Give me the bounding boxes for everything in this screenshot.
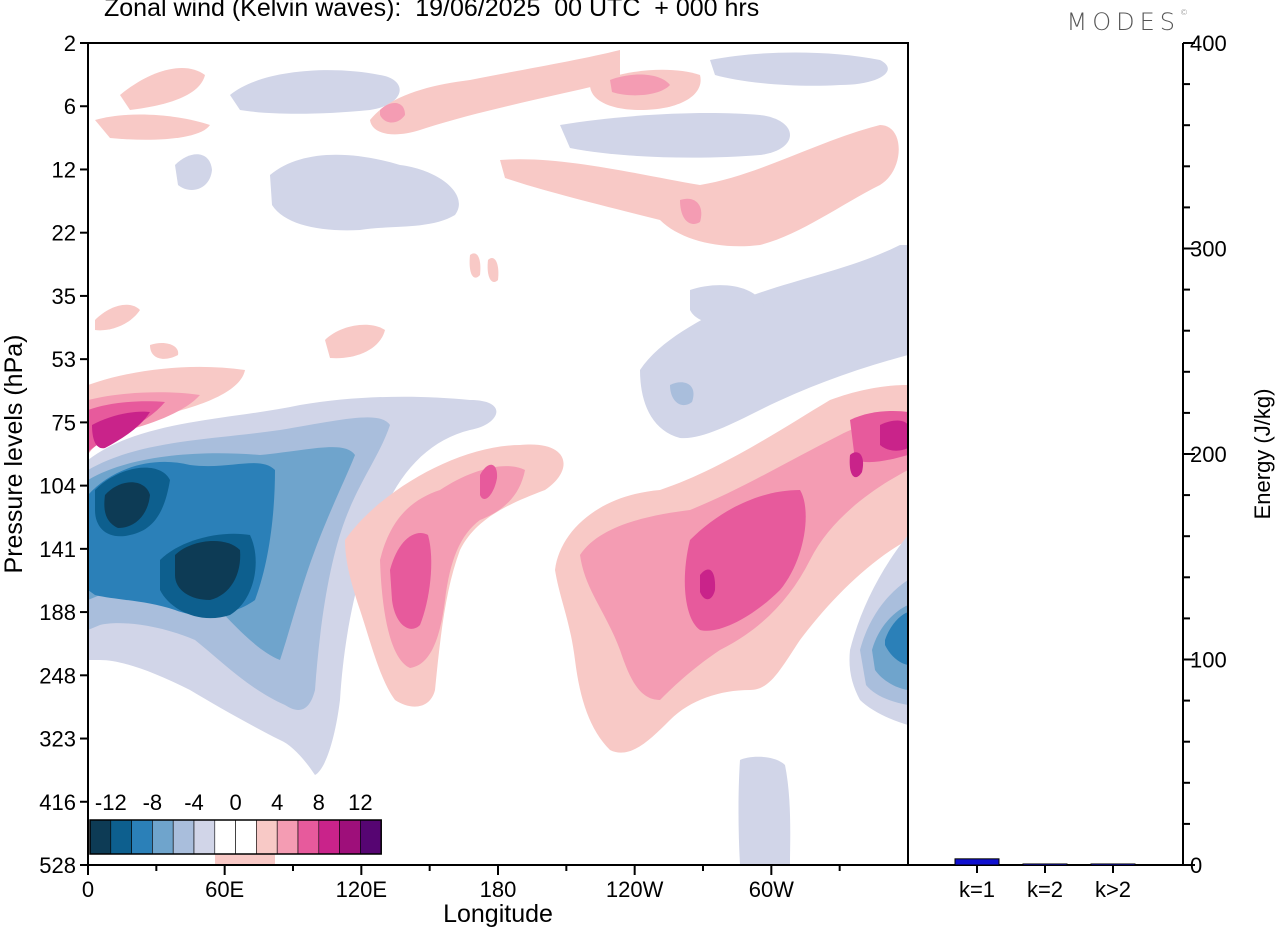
colorbar-label: 12 xyxy=(348,790,372,815)
y-tick-label: 35 xyxy=(52,284,76,309)
colorbar-label: -12 xyxy=(95,790,127,815)
y-tick-label: 323 xyxy=(39,727,76,752)
colorbar-swatch xyxy=(152,819,174,855)
x-axis: 0 60E 120E 180 120W 60W xyxy=(82,865,841,902)
colorbar-label: -4 xyxy=(184,790,204,815)
y-tick-label: 528 xyxy=(39,853,76,878)
y-tick-label: 75 xyxy=(52,410,76,435)
colorbar-swatch xyxy=(256,819,278,855)
colorbar-swatch xyxy=(297,819,320,855)
wind-contour-field xyxy=(88,43,908,865)
x-tick-label: 60E xyxy=(205,877,244,902)
colorbar-label: 4 xyxy=(271,790,283,815)
x-tick-label: 60W xyxy=(749,877,794,902)
energy-category-label: k>2 xyxy=(1095,877,1131,902)
colorbar-swatch xyxy=(89,819,112,855)
colorbar-swatch xyxy=(193,819,216,855)
energy-tick-label: 100 xyxy=(1190,648,1227,673)
y-tick-label: 104 xyxy=(39,474,76,499)
chart-title: Zonal wind (Kelvin waves): 19/06/2025 00… xyxy=(104,0,760,22)
y-tick-label: 141 xyxy=(39,537,76,562)
y-axis-label: Pressure levels (hPa) xyxy=(0,335,28,574)
y-tick-label: 416 xyxy=(39,790,76,815)
colorbar: -12 -8 -4 0 4 8 12 xyxy=(89,790,382,855)
energy-tick-label: 400 xyxy=(1190,31,1227,56)
energy-bars: k=1 k=2 k>2 xyxy=(954,858,1136,902)
colorbar-swatch xyxy=(172,819,195,855)
energy-tick-label: 0 xyxy=(1190,853,1202,878)
colorbar-swatch xyxy=(360,819,382,855)
energy-tick-label: 200 xyxy=(1190,442,1227,467)
y-tick-label: 53 xyxy=(52,347,76,372)
y-tick-label: 248 xyxy=(39,663,76,688)
colorbar-swatch xyxy=(131,819,153,855)
x-tick-label: 0 xyxy=(82,877,94,902)
colorbar-swatch xyxy=(318,819,340,855)
x-axis-label: Longitude xyxy=(443,900,553,928)
colorbar-swatch xyxy=(235,819,257,855)
colorbar-label: 8 xyxy=(313,790,325,815)
x-tick-label: 180 xyxy=(480,877,517,902)
energy-tick-label: 300 xyxy=(1190,237,1227,262)
y-tick-label: 2 xyxy=(64,31,76,56)
y-tick-label: 188 xyxy=(39,600,76,625)
colorbar-swatch xyxy=(214,819,236,855)
colorbar-label: -8 xyxy=(143,790,163,815)
y-axis: 2 6 12 22 35 53 75 104 141 188 248 323 416 528 xyxy=(39,31,88,878)
y-tick-label: 22 xyxy=(52,221,76,246)
brand-logo: MODES© xyxy=(1067,8,1188,36)
x-tick-label: 120W xyxy=(606,877,664,902)
y-tick-label: 12 xyxy=(52,157,76,182)
energy-bar xyxy=(954,858,1000,866)
y-tick-label: 6 xyxy=(64,94,76,119)
colorbar-swatch xyxy=(110,819,132,855)
energy-y-axis: 0 100 200 300 400 xyxy=(1183,31,1227,878)
brand-text: MODES xyxy=(1066,8,1180,36)
energy-category-label: k=2 xyxy=(1027,877,1063,902)
x-tick-label: 120E xyxy=(336,877,387,902)
energy-axis-label: Energy (J/kg) xyxy=(1250,389,1275,520)
colorbar-frame xyxy=(89,819,382,855)
brand-mark: © xyxy=(1180,8,1188,17)
colorbar-swatch xyxy=(276,819,299,855)
colorbar-swatch xyxy=(339,819,361,855)
energy-category-label: k=1 xyxy=(959,877,995,902)
colorbar-label: 0 xyxy=(229,790,241,815)
